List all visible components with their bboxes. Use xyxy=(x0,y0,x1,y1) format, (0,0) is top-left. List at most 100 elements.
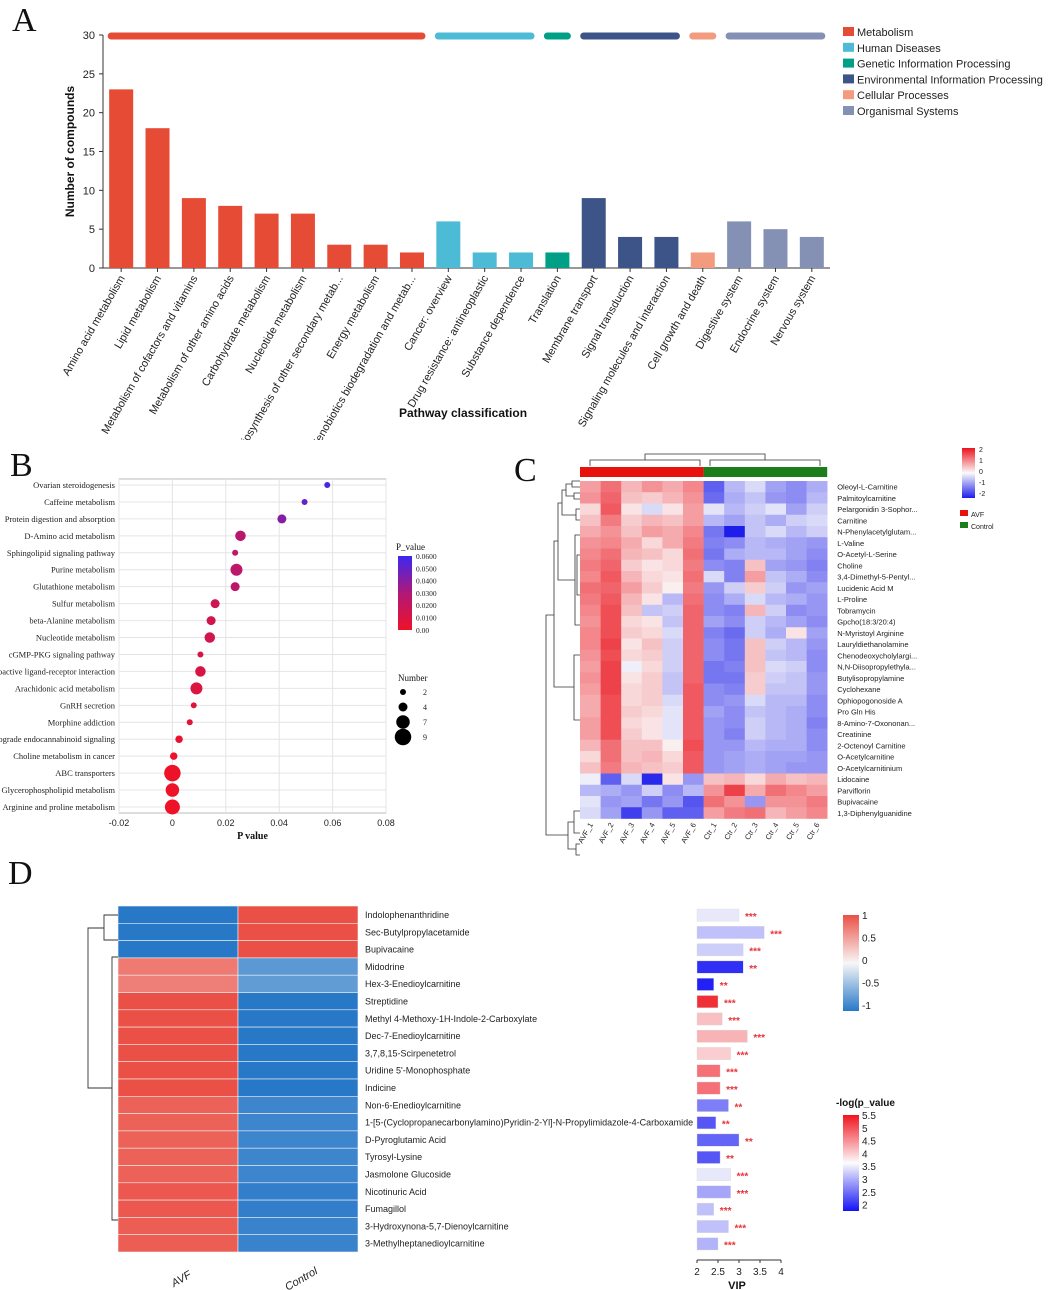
c-row-label: Butylisopropylamine xyxy=(837,674,904,683)
c-cell xyxy=(744,728,766,741)
d-cell-avf xyxy=(117,1113,239,1132)
c-cell xyxy=(580,582,601,594)
c-cell xyxy=(786,537,807,549)
a-y-tick-label: 5 xyxy=(89,224,95,236)
c-cell xyxy=(744,582,766,594)
b-x-tick-label: 0.02 xyxy=(217,818,235,828)
c-cell xyxy=(786,492,807,504)
a-bar xyxy=(181,198,206,268)
c-cell xyxy=(621,548,643,561)
c-cell xyxy=(744,672,766,684)
c-cell xyxy=(683,537,704,549)
c-cell xyxy=(765,706,787,718)
b-colorbar-title: P_value xyxy=(396,542,425,552)
c-cell xyxy=(580,593,601,606)
c-dendrogram-branch xyxy=(571,480,580,488)
c-cell xyxy=(806,537,828,549)
d-significance-mark: *** xyxy=(726,1068,738,1079)
c-col-label: Ctr_5 xyxy=(784,821,801,841)
c-cell xyxy=(744,537,766,549)
d-significance-mark: *** xyxy=(749,947,761,958)
c-cell xyxy=(641,739,663,752)
c-column-dendrogram xyxy=(589,453,821,466)
c-cell xyxy=(703,616,725,628)
c-cell xyxy=(641,537,663,549)
b-colorbar-tick-label: 0.0100 xyxy=(416,614,437,623)
c-cell xyxy=(703,559,725,572)
c-cell xyxy=(641,807,663,819)
c-cell xyxy=(641,661,663,673)
d-pvalue-tick-label: 5 xyxy=(862,1124,868,1135)
c-cell xyxy=(703,582,725,594)
c-cell xyxy=(641,683,663,696)
c-cell xyxy=(724,481,746,493)
c-cell xyxy=(724,773,746,786)
b-point xyxy=(186,719,193,726)
c-cell xyxy=(621,694,643,707)
d-significance-mark: *** xyxy=(745,912,757,923)
c-cell xyxy=(600,582,622,594)
c-cell xyxy=(744,773,766,786)
d-heat-colorbar-tick-label: -1 xyxy=(862,1001,871,1012)
c-row-label: Carnitine xyxy=(837,516,867,525)
c-cell xyxy=(580,661,601,673)
a-bar xyxy=(254,213,279,268)
c-cell xyxy=(806,728,828,741)
b-point xyxy=(206,616,216,626)
b-colorbar-tick-label: 0.00 xyxy=(416,626,429,635)
c-cell xyxy=(580,706,601,718)
c-cell xyxy=(806,784,828,797)
b-y-tick-label: Ovarian steroidogenesis xyxy=(33,480,115,490)
c-cell xyxy=(600,604,622,617)
c-cell xyxy=(662,559,684,572)
c-cell xyxy=(662,627,684,639)
d-row-label: Uridine 5'-Monophosphate xyxy=(365,1066,470,1076)
d-row-label: Tyrosyl-Lysine xyxy=(365,1152,422,1162)
b-x-tick-label: 0.04 xyxy=(270,818,288,828)
d-row-label: Midodrine xyxy=(365,962,405,972)
d-vip-axis-label: VIP xyxy=(728,1280,746,1290)
c-cell xyxy=(703,751,725,763)
c-cell xyxy=(641,593,663,606)
c-cell xyxy=(806,661,828,673)
c-cell xyxy=(744,481,766,493)
c-cell xyxy=(662,739,684,752)
c-cell xyxy=(744,638,766,651)
c-cell xyxy=(580,627,601,639)
a-legend-label: Organismal Systems xyxy=(857,106,959,118)
c-cell xyxy=(662,796,684,808)
d-heat-colorbar-tick-label: 0.5 xyxy=(862,934,876,945)
a-x-axis-label: Pathway classification xyxy=(399,406,527,420)
c-cell xyxy=(765,672,787,684)
c-cell xyxy=(621,514,643,527)
c-cell xyxy=(683,571,704,583)
c-cell xyxy=(703,503,725,516)
d-row-label: Indicine xyxy=(365,1083,396,1093)
d-vip-bar xyxy=(696,1185,731,1199)
c-cell xyxy=(683,683,704,696)
c-cell xyxy=(744,514,766,527)
c-cell xyxy=(600,492,622,504)
a-bar xyxy=(363,244,388,268)
d-cell-avf xyxy=(117,1078,239,1097)
c-col-label: Ctr_1 xyxy=(702,821,719,841)
c-cell xyxy=(806,672,828,684)
d-dendrogram-branch xyxy=(111,956,118,1221)
b-y-tick-label: Retrograde endocannabinoid signaling xyxy=(0,734,116,744)
a-legend-swatch xyxy=(843,90,854,100)
c-cell xyxy=(724,503,746,516)
c-cell xyxy=(580,717,601,729)
c-cell xyxy=(600,559,622,572)
b-y-tick-label: Protein digestion and absorption xyxy=(5,514,116,524)
chart-c: Oleoyl-L-Carnitine Palmitoylcarnitine Pela… xyxy=(545,447,994,856)
d-cell-avf xyxy=(117,1199,239,1218)
c-cell xyxy=(580,796,601,808)
c-cell xyxy=(683,796,704,808)
b-point xyxy=(165,783,180,797)
c-cell xyxy=(786,694,807,707)
c-cell xyxy=(806,514,828,527)
a-bar xyxy=(581,198,606,268)
c-cell xyxy=(765,728,787,741)
d-cell-avf xyxy=(117,1130,239,1149)
c-cell xyxy=(600,796,622,808)
